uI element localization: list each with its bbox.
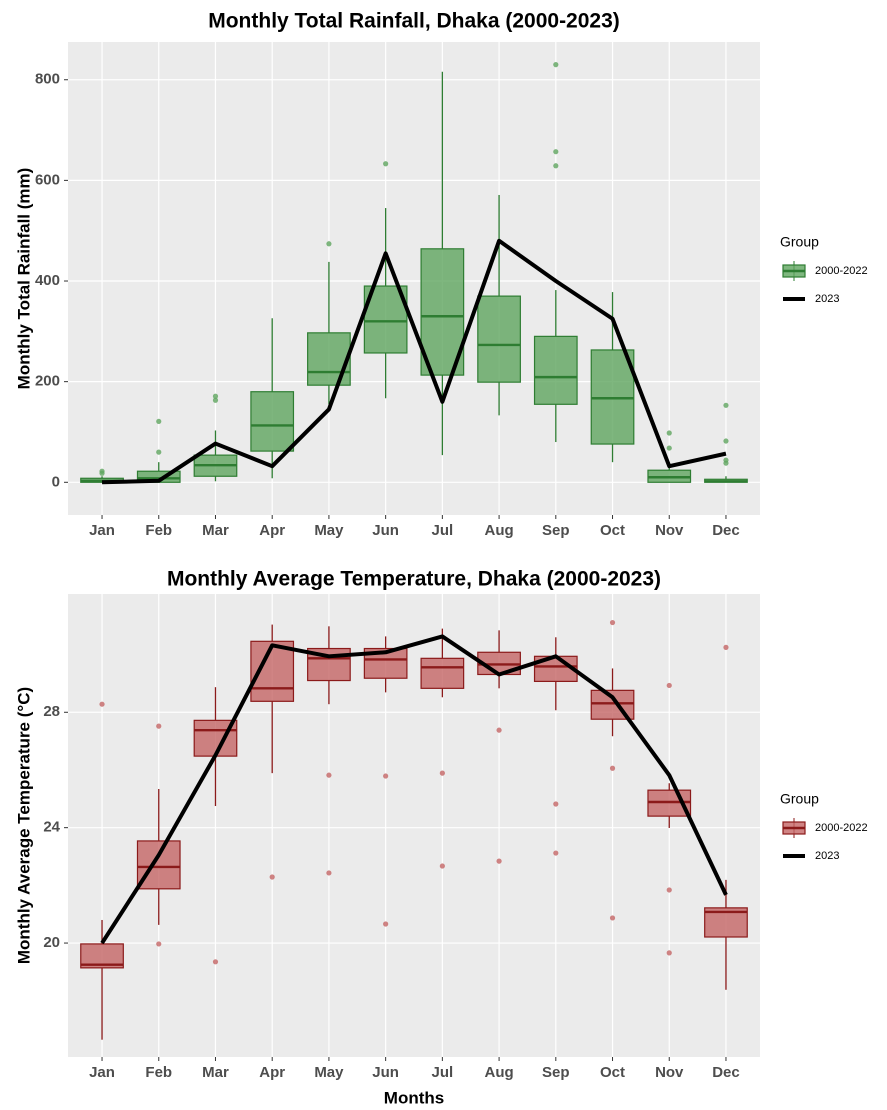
outlier bbox=[723, 644, 729, 650]
outlier bbox=[156, 449, 162, 455]
x-tick-label: Mar bbox=[202, 522, 229, 539]
outlier bbox=[439, 863, 445, 869]
outlier bbox=[326, 772, 332, 778]
plot-background bbox=[68, 594, 760, 1057]
legend-label: 2023 bbox=[815, 293, 839, 305]
outlier bbox=[156, 941, 162, 947]
chart-title: Monthly Average Temperature, Dhaka (2000… bbox=[167, 568, 661, 591]
outlier bbox=[269, 874, 275, 880]
outlier bbox=[553, 62, 559, 68]
outlier bbox=[156, 418, 162, 425]
outlier bbox=[553, 163, 559, 169]
chart-title: Monthly Total Rainfall, Dhaka (2000-2023… bbox=[208, 10, 620, 33]
x-tick-label: Feb bbox=[145, 522, 172, 539]
legend-title: Group bbox=[780, 234, 819, 250]
box bbox=[80, 943, 124, 969]
box bbox=[420, 248, 465, 376]
chart-panel-group: Monthly Total Rainfall, Dhaka (2000-2023… bbox=[14, 10, 867, 539]
x-tick-label: Jun bbox=[372, 522, 399, 539]
legend-label: 2023 bbox=[815, 850, 839, 862]
y-axis-title: Monthly Average Temperature (°C) bbox=[14, 687, 33, 964]
x-tick-label: Dec bbox=[712, 522, 740, 539]
x-tick-label: Sep bbox=[542, 1064, 570, 1081]
legend-label: 2000-2022 bbox=[815, 265, 868, 277]
outlier bbox=[383, 773, 389, 779]
x-tick-label: Jul bbox=[432, 522, 454, 539]
box bbox=[590, 349, 635, 445]
chart-panel-group: Monthly Average Temperature, Dhaka (2000… bbox=[14, 568, 867, 1108]
x-tick-label: Dec bbox=[712, 1064, 740, 1081]
box bbox=[307, 332, 351, 386]
y-tick-label: 0 bbox=[52, 473, 60, 490]
outlier bbox=[666, 682, 672, 689]
x-tick-label: Jan bbox=[89, 1064, 115, 1081]
y-tick-label: 400 bbox=[35, 272, 60, 289]
outlier bbox=[212, 397, 219, 403]
x-tick-label: May bbox=[314, 522, 344, 539]
outlier bbox=[553, 801, 559, 807]
legend-title: Group bbox=[780, 791, 819, 807]
outlier bbox=[326, 870, 332, 876]
x-tick-label: Jun bbox=[372, 1064, 399, 1081]
outlier bbox=[326, 241, 332, 247]
outlier bbox=[723, 402, 729, 408]
outlier bbox=[666, 445, 672, 451]
box bbox=[533, 335, 578, 405]
x-tick-label: Jul bbox=[432, 1064, 454, 1081]
outlier bbox=[666, 887, 672, 893]
outlier bbox=[723, 460, 729, 466]
y-tick-label: 200 bbox=[35, 373, 60, 390]
outlier bbox=[723, 438, 729, 444]
x-tick-label: Nov bbox=[655, 1064, 684, 1081]
x-tick-label: Oct bbox=[600, 522, 625, 539]
x-tick-label: Aug bbox=[484, 522, 513, 539]
outlier bbox=[99, 701, 105, 707]
outlier bbox=[553, 850, 559, 856]
outlier bbox=[496, 858, 502, 864]
y-axis-title: Monthly Total Rainfall (mm) bbox=[14, 168, 33, 390]
x-tick-label: Apr bbox=[259, 1064, 285, 1081]
outlier bbox=[99, 470, 105, 476]
outlier bbox=[609, 619, 616, 626]
y-tick-label: 800 bbox=[35, 71, 60, 88]
outlier bbox=[666, 430, 672, 436]
outlier bbox=[212, 959, 219, 965]
x-axis-title: Months bbox=[384, 1088, 444, 1107]
outlier bbox=[383, 161, 389, 167]
x-tick-label: Oct bbox=[600, 1064, 625, 1081]
x-tick-label: Feb bbox=[145, 1064, 172, 1081]
x-tick-label: Aug bbox=[484, 1064, 513, 1081]
y-tick-label: 20 bbox=[43, 934, 60, 951]
outlier bbox=[496, 727, 502, 733]
outlier bbox=[609, 915, 616, 921]
plot-background bbox=[68, 42, 760, 515]
box bbox=[136, 840, 181, 890]
line-2023 bbox=[100, 634, 728, 945]
x-tick-label: Jan bbox=[89, 522, 115, 539]
legend-label: 2000-2022 bbox=[815, 822, 868, 834]
outlier bbox=[609, 765, 616, 771]
line-2023 bbox=[101, 238, 727, 485]
outlier bbox=[156, 723, 162, 729]
x-tick-label: Apr bbox=[259, 522, 285, 539]
outlier bbox=[553, 149, 559, 155]
x-tick-label: May bbox=[314, 1064, 344, 1081]
y-tick-label: 28 bbox=[43, 703, 60, 720]
box bbox=[420, 657, 465, 689]
y-tick-label: 600 bbox=[35, 171, 60, 188]
y-tick-label: 24 bbox=[43, 819, 60, 836]
x-tick-label: Sep bbox=[542, 522, 570, 539]
outlier bbox=[439, 770, 445, 776]
outlier bbox=[383, 921, 389, 927]
outlier bbox=[212, 393, 219, 399]
x-tick-label: Mar bbox=[202, 1064, 229, 1081]
box bbox=[477, 295, 521, 383]
outlier bbox=[666, 950, 672, 956]
box bbox=[250, 391, 295, 452]
x-tick-label: Nov bbox=[655, 522, 684, 539]
